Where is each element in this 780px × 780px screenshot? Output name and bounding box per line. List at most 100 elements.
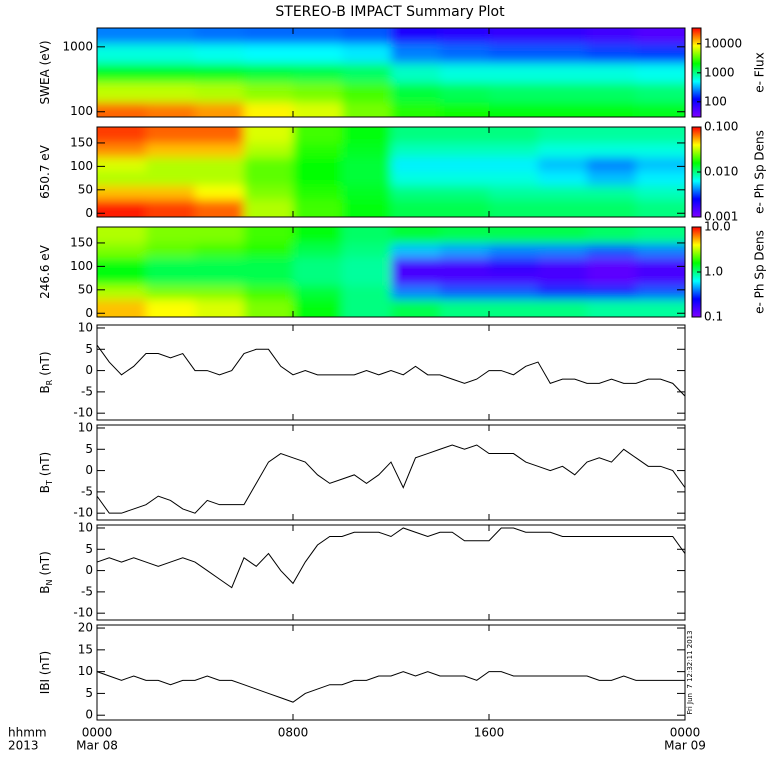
heatmap-cell: [391, 199, 441, 217]
heatmap-cell: [244, 199, 294, 217]
heatmap-cell: [342, 82, 392, 103]
colorbar-label: e- Flux: [753, 52, 767, 92]
heatmap-cell: [195, 285, 245, 300]
heatmap-cell: [244, 171, 294, 186]
heatmap-cell: [636, 62, 685, 83]
heatmap-cell: [489, 82, 539, 103]
heatmap-cell: [97, 242, 147, 258]
y-tick-label: 100: [70, 104, 93, 118]
y-axis-label-part: (nT): [38, 551, 52, 575]
colorbar-label: e- Ph Sp Dens: [753, 130, 767, 214]
heatmap-cell: [489, 101, 539, 117]
heatmap-cell: [636, 43, 685, 64]
y-axis-label: IBI (nT): [38, 651, 52, 694]
y-axis-label-part: N: [45, 580, 54, 586]
heatmap-cell: [636, 271, 685, 286]
heatmap-cell: [587, 185, 637, 200]
heatmap-cell: [538, 157, 588, 172]
heatmap-cell: [195, 271, 245, 286]
heatmap-cell: [440, 185, 490, 200]
colorbar-tick-label: 0.001: [704, 210, 738, 224]
heatmap-cell: [489, 157, 539, 172]
heatmap-cell: [489, 62, 539, 83]
heatmap-cell: [195, 257, 245, 272]
heatmap-cell: [391, 82, 441, 103]
line: [96, 444, 686, 514]
heatmap-cell: [538, 28, 588, 44]
heatmap-cell: [146, 299, 196, 317]
y-axis-label-part: 246.6 eV: [38, 244, 52, 299]
heatmap-cell: [97, 127, 147, 144]
heatmap-cell: [342, 257, 392, 272]
heatmap-cell: [636, 299, 685, 317]
heatmap-cell: [97, 101, 147, 117]
heatmap-cell: [293, 101, 343, 117]
heatmap-cell: [146, 101, 196, 117]
heatmap-cell: [636, 82, 685, 103]
y-axis-label-part: B: [38, 385, 52, 393]
heatmap-cell: [293, 227, 343, 244]
heatmap-cell: [195, 157, 245, 172]
heatmap-cell: [97, 271, 147, 286]
heatmap-cell: [636, 285, 685, 300]
heatmap-cell: [97, 142, 147, 158]
heatmap-cell: [391, 227, 441, 244]
x-date-label: Mar 09: [664, 739, 706, 753]
heatmap-cell: [489, 43, 539, 64]
heatmap: [97, 28, 685, 117]
heatmap-cell: [97, 82, 147, 103]
heatmap-cell: [244, 142, 294, 158]
heatmap-cell: [538, 185, 588, 200]
heatmap-cell: [489, 227, 539, 244]
heatmap-cell: [244, 271, 294, 286]
heatmap-cell: [293, 82, 343, 103]
heatmap-cell: [97, 185, 147, 200]
heatmap-cell: [587, 142, 637, 158]
heatmap-cell: [97, 43, 147, 64]
heatmap-cell: [391, 157, 441, 172]
heatmap-cell: [146, 142, 196, 158]
colorbar-tick-label: 10000: [704, 36, 742, 50]
heatmap-cell: [440, 257, 490, 272]
heatmap-cell: [293, 127, 343, 144]
heatmap-cell: [440, 28, 490, 44]
colorbar-tick-label: 1000: [704, 65, 735, 79]
heatmap-cell: [538, 227, 588, 244]
heatmap-cell: [293, 171, 343, 186]
heatmap-cell: [391, 101, 441, 117]
timestamp: Fri Jun 7 12:32:11 2013: [686, 630, 694, 714]
heatmap-cell: [587, 257, 637, 272]
y-tick-label: 5: [85, 542, 93, 556]
heatmap-cell: [146, 127, 196, 144]
heatmap-cell: [195, 43, 245, 64]
y-axis-label-part: 650.7 eV: [38, 144, 52, 199]
heatmap-cell: [489, 242, 539, 258]
colorbar-tick-label: 0.100: [704, 120, 738, 134]
heatmap-cell: [440, 299, 490, 317]
heatmap-cell: [146, 62, 196, 83]
heatmap-cell: [146, 257, 196, 272]
heatmap-cell: [538, 299, 588, 317]
heatmap-cell: [440, 142, 490, 158]
heatmap-cell: [391, 185, 441, 200]
heatmap-cell: [587, 43, 637, 64]
x-tick-label: 1600: [474, 726, 505, 740]
heatmap-cell: [636, 142, 685, 158]
heatmap-cell: [342, 101, 392, 117]
heatmap-cell: [636, 185, 685, 200]
heatmap-cell: [342, 43, 392, 64]
heatmap-cell: [440, 285, 490, 300]
colorbar-tick-label: 10.0: [704, 220, 731, 234]
heatmap-cell: [440, 242, 490, 258]
y-axis-label-part: T: [45, 480, 54, 486]
heatmap-cell: [146, 199, 196, 217]
frame: [96, 27, 686, 118]
heatmap-cell: [146, 157, 196, 172]
heatmap: [97, 127, 685, 217]
y-tick-label: -5: [81, 484, 93, 498]
heatmap-cell: [97, 28, 147, 44]
heatmap-cell: [293, 257, 343, 272]
heatmap-cell: [489, 271, 539, 286]
heatmap-cell: [97, 62, 147, 83]
